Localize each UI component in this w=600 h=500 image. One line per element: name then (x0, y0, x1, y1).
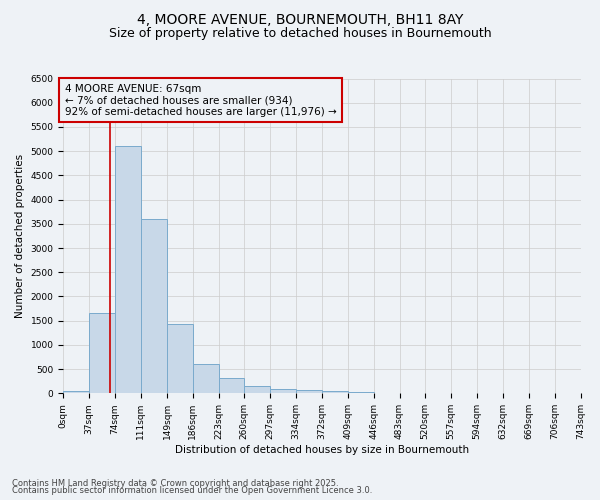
Bar (140, 219, 167, 394)
Text: 4 MOORE AVENUE: 67sqm
← 7% of detached houses are smaller (934)
92% of semi-deta: 4 MOORE AVENUE: 67sqm ← 7% of detached h… (65, 84, 337, 117)
Text: Contains public sector information licensed under the Open Government Licence 3.: Contains public sector information licen… (12, 486, 373, 495)
Bar (167, 324, 193, 394)
Bar (374, 392, 400, 394)
Bar (244, 386, 270, 394)
Text: Size of property relative to detached houses in Bournemouth: Size of property relative to detached ho… (109, 28, 491, 40)
Bar (322, 392, 348, 394)
Bar (89, 314, 115, 394)
Bar (115, 146, 140, 394)
Bar (218, 378, 244, 394)
Text: 4, MOORE AVENUE, BOURNEMOUTH, BH11 8AY: 4, MOORE AVENUE, BOURNEMOUTH, BH11 8AY (137, 12, 463, 26)
Bar (348, 392, 374, 394)
Y-axis label: Number of detached properties: Number of detached properties (15, 154, 25, 318)
Bar (270, 388, 296, 394)
X-axis label: Distribution of detached houses by size in Bournemouth: Distribution of detached houses by size … (175, 445, 469, 455)
Bar (63, 391, 89, 394)
Bar (193, 364, 218, 394)
Bar (296, 390, 322, 394)
Text: Contains HM Land Registry data © Crown copyright and database right 2025.: Contains HM Land Registry data © Crown c… (12, 478, 338, 488)
